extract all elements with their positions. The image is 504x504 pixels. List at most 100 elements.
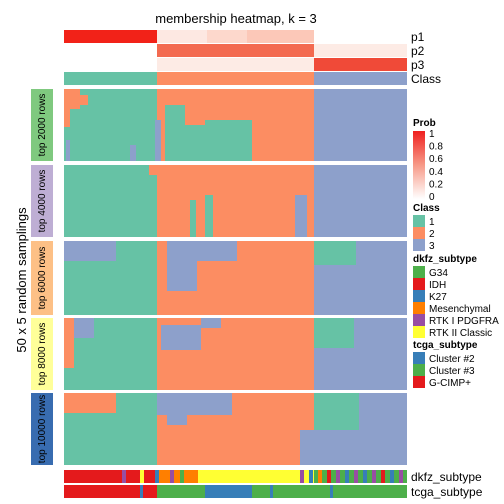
annotation-label: p1	[411, 30, 425, 44]
legend-label: Cluster #3	[429, 366, 475, 377]
dkfz-cell	[345, 470, 349, 483]
class-bar	[157, 72, 314, 85]
dkfz-cell	[354, 470, 358, 483]
legend-label: IDH	[429, 280, 446, 291]
legend-swatch	[413, 314, 425, 326]
dkfz-cell	[140, 470, 144, 483]
legend-label: 1	[429, 217, 435, 228]
legend-swatch	[413, 302, 425, 314]
p1-bar	[314, 30, 407, 43]
dkfz-cell	[300, 470, 304, 483]
annotation-label: p2	[411, 44, 425, 58]
heatmap-cell	[300, 430, 407, 465]
heatmap-cell	[167, 241, 237, 261]
heatmap-cell	[314, 150, 326, 161]
group-label-box	[31, 241, 53, 315]
dkfz-cell	[381, 470, 385, 483]
heatmap-cell	[120, 180, 124, 237]
legend-title: tcga_subtype	[413, 340, 478, 351]
prob-tick-label: 0.6	[429, 154, 443, 165]
sampling-groups: top 2000 rows top 4000 rows top 6000 rows t…	[31, 89, 407, 465]
prob-color-scale	[413, 131, 425, 199]
group-label: top 4000 rows	[37, 170, 48, 233]
heatmap-cell	[314, 241, 356, 265]
tcga-bar	[205, 485, 252, 498]
legend-label: K27	[429, 292, 447, 303]
dkfz-cell	[318, 470, 322, 483]
y-axis-label: 50 x 5 random samplings	[14, 207, 29, 353]
heatmap-cell	[64, 241, 76, 261]
heatmap-cell	[64, 413, 116, 465]
dkfz-cell	[180, 470, 184, 483]
dkfz-cell	[390, 470, 394, 483]
heatmap-cell	[157, 393, 232, 415]
annotation-label: p3	[411, 58, 425, 72]
dkfz-bar	[64, 470, 157, 483]
group-label: top 6000 rows	[37, 247, 48, 310]
legend-label: 2	[429, 229, 435, 240]
heatmap-cell	[80, 95, 88, 105]
heatmap-cell	[201, 318, 221, 328]
heatmap-cell	[64, 261, 116, 315]
p2-bar	[157, 44, 314, 57]
group-label: top 2000 rows	[37, 94, 48, 157]
legend-swatch	[413, 364, 425, 376]
p3-bar	[64, 58, 157, 71]
heatmap-cell	[314, 393, 359, 433]
p1-bar	[207, 30, 247, 43]
heatmap-cell	[130, 145, 136, 161]
legend-swatch	[413, 352, 425, 364]
legend-swatch	[413, 278, 425, 290]
legend-label: G34	[429, 268, 448, 279]
heatmap-cell	[205, 195, 213, 237]
heatmap-block	[314, 89, 407, 161]
p1-bar	[157, 30, 207, 43]
heatmap-cell	[149, 165, 163, 175]
p3-bar	[314, 58, 407, 71]
legend-label: G-CIMP+	[429, 378, 471, 389]
heatmap-cell	[190, 200, 196, 237]
p1-bar	[64, 30, 157, 43]
p2-bar	[314, 44, 407, 57]
heatmap-cell	[64, 89, 80, 109]
heatmap-cell	[64, 368, 116, 390]
tcga-cell	[330, 485, 333, 498]
heatmap-block	[64, 165, 157, 237]
legend-label: Cluster #2	[429, 354, 475, 365]
legend-swatch	[413, 290, 425, 302]
group-label-box	[31, 165, 53, 237]
legend-swatch	[413, 215, 425, 227]
heatmap-block	[157, 165, 314, 237]
class-bar	[64, 72, 157, 85]
group-label: top 10000 rows	[37, 395, 48, 463]
heatmap-cell	[167, 415, 187, 425]
legend-label: RTK I PDGFRA	[429, 316, 499, 327]
heatmap-cell	[314, 318, 354, 348]
heatmap-cell	[64, 318, 74, 368]
legend-label: Mesenchymal	[429, 304, 491, 315]
p2-bar	[64, 44, 157, 57]
heatmap-cell	[163, 165, 171, 237]
heatmap-cell	[167, 261, 197, 291]
legend-title: dkfz_subtype	[413, 254, 477, 265]
legend-label: RTK II Classic	[429, 328, 492, 339]
heatmap-cell	[64, 109, 70, 127]
group-label-box	[31, 318, 53, 390]
tcga-cell	[270, 485, 273, 498]
heatmap-cell	[66, 140, 70, 161]
legend-swatch	[413, 239, 425, 251]
prob-tick-label: 1	[429, 129, 435, 140]
dkfz-bar	[198, 470, 314, 483]
p3-bar	[157, 58, 314, 71]
dkfz-cell	[372, 470, 376, 483]
legend-swatch	[413, 266, 425, 278]
legend-swatch	[413, 326, 425, 338]
legend-swatch	[413, 227, 425, 239]
dkfz-cell	[363, 470, 367, 483]
group-label-box	[31, 89, 53, 161]
dkfz-cell	[122, 470, 126, 483]
group-label: top 8000 rows	[37, 323, 48, 386]
prob-tick-label: 0.4	[429, 167, 443, 178]
